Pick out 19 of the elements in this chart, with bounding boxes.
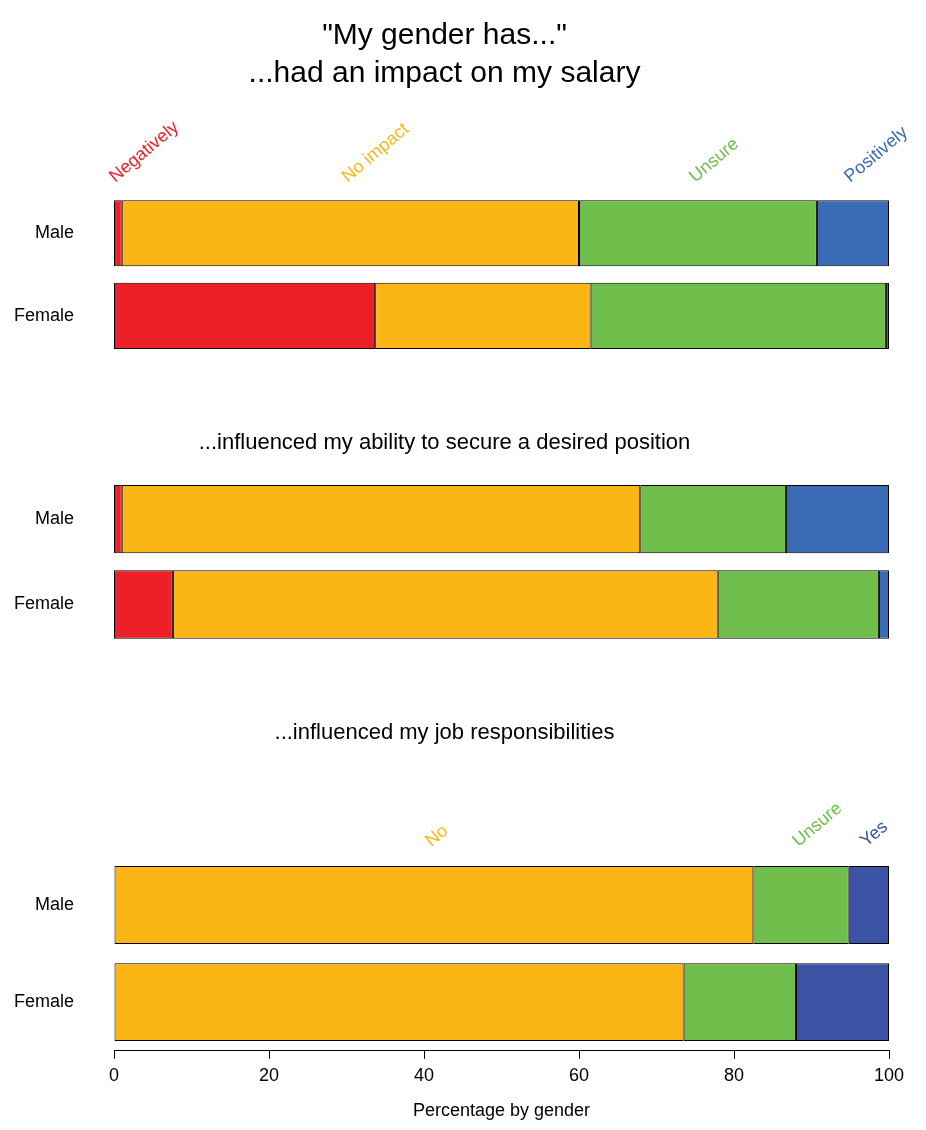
y-tick-label: Female bbox=[13, 991, 74, 1012]
x-tick-label: 100 bbox=[873, 1064, 905, 1085]
y-tick-label: Female bbox=[13, 304, 74, 325]
chart-subtitle: ...had an impact on my salary bbox=[248, 55, 641, 89]
x-tick-label: 60 bbox=[568, 1064, 590, 1085]
y-tick-label: Female bbox=[13, 593, 74, 614]
x-tick-label: 20 bbox=[258, 1064, 280, 1085]
text: Yes bbox=[855, 816, 892, 851]
x-tick-label: 80 bbox=[723, 1064, 745, 1085]
chart-title: ...influenced my ability to secure a desired position bbox=[198, 429, 691, 455]
y-tick-label: Male bbox=[34, 222, 74, 243]
y-tick-label: Male bbox=[34, 508, 74, 529]
y-tick-label: Male bbox=[34, 893, 74, 914]
x-tick-label: 40 bbox=[413, 1064, 435, 1085]
text: No bbox=[421, 820, 452, 851]
chart-title: "My gender has..." bbox=[322, 17, 567, 51]
chart-title: ...influenced my job responsibilities bbox=[274, 719, 615, 745]
x-axis-title: Percentage by gender bbox=[412, 1100, 591, 1121]
x-tick-label: 0 bbox=[108, 1064, 120, 1085]
